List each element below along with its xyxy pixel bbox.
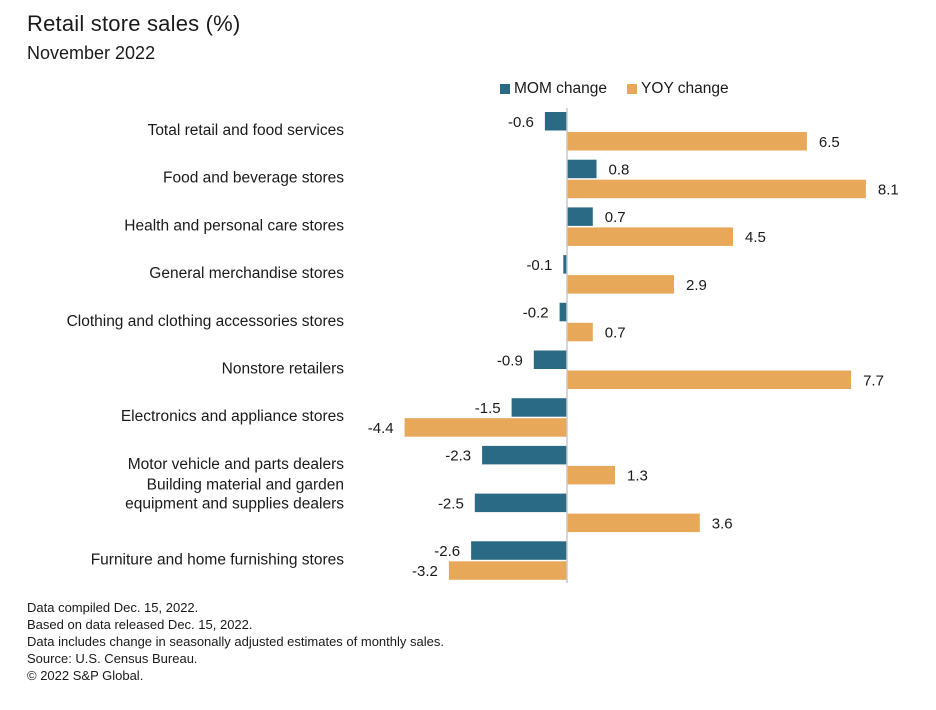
legend-label-mom: MOM change [514,80,608,97]
bar-mom [471,541,567,560]
bar-yoy [567,322,593,342]
legend-item-mom: MOM change [500,80,607,98]
bar-yoy [567,465,615,485]
category-label: Health and personal care stores [124,217,344,234]
category-row: Health and personal care stores 0.7 4.5 [124,207,766,246]
footer-note-methodology: Data includes change in seasonally adjus… [27,634,444,649]
category-label: Total retail and food services [148,122,345,139]
category-row: Electronics and appliance stores -1.5 -4.4 [121,398,567,437]
data-label-yoy: 6.5 [819,134,840,151]
data-label-yoy: 4.5 [745,229,766,246]
bar-mom [563,255,567,274]
data-label-yoy: -3.2 [412,563,438,580]
data-label-mom: -0.1 [526,257,552,274]
data-label-yoy: 0.7 [605,325,626,342]
bar-yoy [567,370,852,389]
chart-subtitle: November 2022 [27,43,156,63]
data-label-mom: 0.8 [609,161,630,178]
bar-yoy [567,132,807,151]
bar-yoy [404,418,567,437]
bar-yoy [567,275,674,294]
category-label: Nonstore retailers [222,361,345,378]
bar-mom [559,302,567,322]
chart-title: Retail store sales (%) [27,11,241,36]
data-label-mom: -2.6 [434,543,460,560]
data-label-yoy: 8.1 [878,181,899,198]
data-label-mom: -2.3 [445,448,471,465]
legend: MOM change YOY change [500,80,749,98]
legend-label-yoy: YOY change [641,80,729,97]
bar-mom [482,445,567,465]
bar-chart: Total retail and food services -0.6 6.5 Foo… [67,108,899,583]
bar-mom [511,398,567,417]
category-label: Electronics and appliance stores [121,408,344,425]
category-label: Motor vehicle and parts dealers [128,456,345,473]
category-label: Food and beverage stores [163,170,344,187]
category-label: Furniture and home furnishing stores [91,551,345,568]
bar-yoy [567,513,700,533]
data-label-mom: -0.6 [508,114,534,131]
category-row: Food and beverage stores 0.8 8.1 [163,159,899,199]
data-label-yoy: 1.3 [627,468,648,485]
category-row: Motor vehicle and parts dealers -2.3 1.3 [128,445,648,485]
category-row: Nonstore retailers -0.9 7.7 [222,350,884,389]
legend-swatch-yoy [627,84,638,94]
category-row: Total retail and food services -0.6 6.5 [148,112,840,151]
footer-note-source: Source: U.S. Census Bureau. [27,651,198,666]
category-row: General merchandise stores -0.1 2.9 [149,255,707,294]
bar-mom [567,207,593,226]
legend-item-yoy: YOY change [627,80,729,98]
data-label-yoy: -4.4 [368,420,394,437]
data-label-mom: 0.7 [605,209,626,226]
data-label-mom: -0.2 [523,305,549,322]
legend-swatch-mom [500,84,510,94]
data-label-mom: -1.5 [475,400,501,417]
chart-footer: Data compiled Dec. 15, 2022. Based on da… [27,599,444,684]
bar-yoy [567,179,866,199]
data-label-mom: -2.5 [438,495,464,512]
data-label-yoy: 2.9 [686,277,707,294]
bar-yoy [567,227,733,246]
category-row: Furniture and home furnishing stores -2.6… [91,541,567,580]
footer-note-copyright: © 2022 S&P Global. [27,668,144,683]
data-label-yoy: 7.7 [863,372,884,389]
category-label: Building material and garden equipment an… [125,476,344,512]
bar-yoy [448,561,567,580]
data-label-mom: -0.9 [497,352,523,369]
category-label: Clothing and clothing accessories stores [67,313,345,330]
bar-mom [544,112,567,131]
category-row: Clothing and clothing accessories stores… [67,302,626,342]
category-label: General merchandise stores [149,265,344,282]
bar-mom [567,159,597,179]
footer-note-released: Based on data released Dec. 15, 2022. [27,617,253,632]
footer-note-compiled: Data compiled Dec. 15, 2022. [27,600,199,615]
bar-mom [474,493,568,513]
bar-mom [533,350,567,369]
category-row: Building material and garden equipment an… [125,476,733,532]
data-label-yoy: 3.6 [712,515,733,532]
